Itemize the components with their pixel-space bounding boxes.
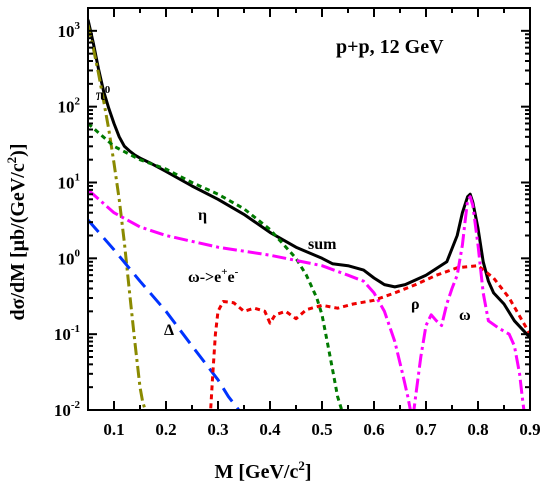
label-omega: ω	[459, 307, 471, 324]
series-line-5	[209, 264, 530, 410]
y-ticks: 10-2 10-1 100 101 102 103	[54, 7, 530, 420]
x-tick-label: 0.6	[363, 420, 384, 439]
label-eta: η	[198, 207, 207, 224]
x-tick-label: 0.1	[103, 420, 124, 439]
label-omega-ee: ω->e+e-	[188, 266, 239, 286]
label-sum: sum	[308, 236, 337, 253]
x-axis-label: M [GeV/c2]	[214, 458, 311, 483]
series-line-4	[88, 219, 241, 410]
x-tick-label: 0.5	[311, 420, 332, 439]
label-delta: Δ	[164, 322, 174, 339]
label-pi: π0	[96, 84, 111, 104]
x-tick-label: 0.3	[207, 420, 228, 439]
x-tick-label: 0.7	[415, 420, 437, 439]
x-tick-label: 0.4	[259, 420, 281, 439]
y-tick-label: 101	[58, 171, 81, 192]
x-ticks: 0.1 0.2 0.3 0.4 0.5 0.6 0.7 0.8 0.9	[87, 8, 541, 439]
plot-frame	[87, 7, 531, 411]
y-tick-label: 10-2	[54, 399, 81, 420]
y-tick-label: 10-1	[54, 323, 80, 344]
series-line-6	[412, 195, 526, 410]
x-tick-label: 0.8	[467, 420, 488, 439]
x-tick-label: 0.9	[519, 420, 540, 439]
series-line-2	[88, 122, 344, 410]
label-rho: ρ	[411, 296, 420, 313]
y-tick-label: 103	[58, 20, 81, 41]
series-layer	[88, 19, 530, 410]
axes-layer	[87, 7, 531, 411]
y-tick-label: 102	[58, 96, 81, 117]
series-line-3	[88, 188, 412, 410]
y-tick-label: 100	[58, 247, 81, 268]
series-line-1	[88, 24, 147, 410]
x-tick-label: 0.2	[155, 420, 176, 439]
series-line-0	[88, 19, 530, 339]
chart-title: p+p, 12 GeV	[336, 36, 444, 58]
y-axis-label: dσ/dM [μb/(GeV/c2)]	[4, 143, 29, 320]
